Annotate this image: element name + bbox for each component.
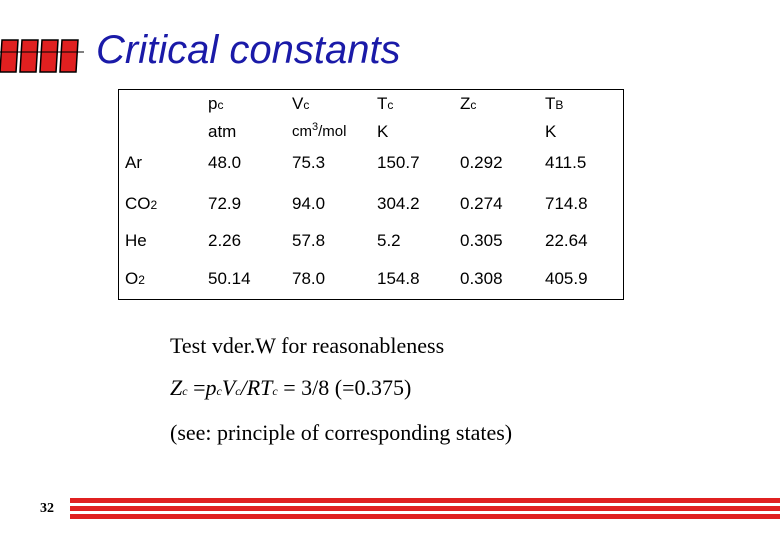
header-pc-unit: atm <box>208 122 237 141</box>
row-co2-tc: 304.2 <box>377 194 420 213</box>
row-ar-vc: 75.3 <box>292 153 326 172</box>
text-line-3: (see: principle of corresponding states) <box>170 420 513 445</box>
row-o2-tc: 154.8 <box>377 269 420 288</box>
row-co2-name: CO2 <box>125 194 158 213</box>
page-number: 32 <box>40 501 54 516</box>
row-he-pc: 2.26 <box>208 231 242 250</box>
row-he-name: He <box>125 231 147 250</box>
row-co2-zc: 0.274 <box>460 194 503 213</box>
header-tc-unit: K <box>377 122 389 141</box>
logo-bars <box>0 39 84 73</box>
header-tb: TB <box>545 94 564 113</box>
row-he-vc: 57.8 <box>292 231 326 250</box>
row-co2-tb: 714.8 <box>545 194 588 213</box>
row-ar-tc: 150.7 <box>377 153 420 172</box>
row-ar-tb: 411.5 <box>545 153 587 172</box>
row-he-zc: 0.305 <box>460 231 503 250</box>
row-he-tc: 5.2 <box>377 231 401 250</box>
header-tb-unit: K <box>545 122 557 141</box>
text-line-1: Test vder.W for reasonableness <box>170 333 445 358</box>
slide-title: Critical constants <box>96 28 401 72</box>
footer-bars <box>70 498 780 519</box>
row-ar-name: Ar <box>125 153 142 172</box>
header-zc: Zc <box>460 94 477 113</box>
text-line-2: Zc =pcVc/RTc = 3/8 (=0.375) <box>170 375 412 400</box>
row-o2-zc: 0.308 <box>460 269 503 288</box>
row-ar-pc: 48.0 <box>208 153 242 172</box>
row-o2-name: O2 <box>125 269 145 288</box>
row-o2-tb: 405.9 <box>545 269 588 288</box>
header-pc: pc <box>208 94 224 113</box>
row-o2-pc: 50.14 <box>208 269 251 288</box>
header-tc: Tc <box>377 94 394 113</box>
row-co2-vc: 94.0 <box>292 194 326 213</box>
row-he-tb: 22.64 <box>545 231 588 250</box>
row-ar-zc: 0.292 <box>460 153 503 172</box>
header-vc-unit: cm3/mol <box>292 121 347 141</box>
row-co2-pc: 72.9 <box>208 194 242 213</box>
header-vc: Vc <box>292 94 310 113</box>
row-o2-vc: 78.0 <box>292 269 326 288</box>
constants-table <box>118 89 624 300</box>
